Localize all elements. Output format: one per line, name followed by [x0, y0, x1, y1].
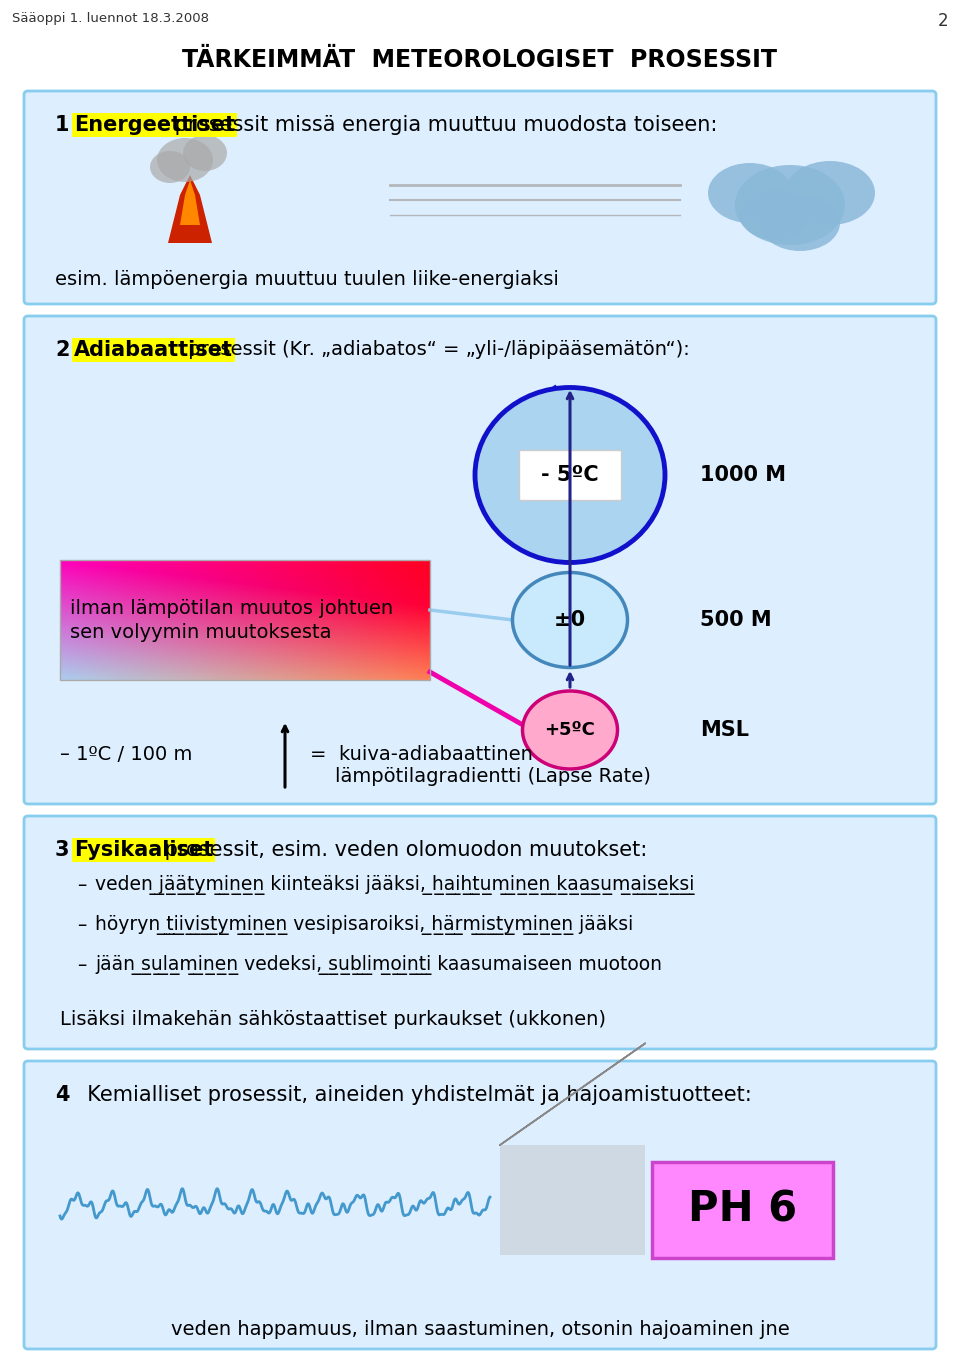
- FancyBboxPatch shape: [24, 92, 936, 305]
- Text: TÄRKEIMMÄT  METEOROLOGISET  PROSESSIT: TÄRKEIMMÄT METEOROLOGISET PROSESSIT: [182, 48, 778, 72]
- Text: sen volyymin muutoksesta: sen volyymin muutoksesta: [70, 623, 331, 642]
- Text: - 5ºC: - 5ºC: [541, 464, 599, 485]
- Polygon shape: [168, 175, 212, 243]
- Text: ilman lämpötilan muutos johtuen: ilman lämpötilan muutos johtuen: [70, 598, 394, 617]
- Ellipse shape: [785, 161, 875, 225]
- Text: 4: 4: [55, 1085, 69, 1105]
- Text: jään ̲s̲u̲l̲a̲m̲i̲n̲e̲n̲ vedeksi, ̲s̲u̲b̲l̲i̲m̲o̲i̲n̲t̲i̲ kaasumaiseen muotoon: jään ̲s̲u̲l̲a̲m̲i̲n̲e̲n̲ vedeksi, ̲s̲u̲b…: [95, 955, 662, 975]
- Ellipse shape: [513, 572, 628, 668]
- Text: veden happamuus, ilman saastuminen, otsonin hajoaminen jne: veden happamuus, ilman saastuminen, otso…: [171, 1320, 789, 1339]
- Text: prosessit (Kr. „adiabatos“ = „yli-/läpipääsemätön“):: prosessit (Kr. „adiabatos“ = „yli-/läpip…: [182, 340, 689, 359]
- FancyBboxPatch shape: [24, 1061, 936, 1350]
- Text: –: –: [77, 915, 86, 934]
- Text: esim. lämpöenergia muuttuu tuulen liike-energiaksi: esim. lämpöenergia muuttuu tuulen liike-…: [55, 270, 559, 290]
- Text: 2: 2: [55, 340, 69, 361]
- FancyBboxPatch shape: [652, 1162, 833, 1258]
- Ellipse shape: [708, 163, 792, 223]
- Text: PH 6: PH 6: [688, 1188, 797, 1231]
- FancyBboxPatch shape: [519, 449, 621, 500]
- Ellipse shape: [475, 388, 665, 563]
- Text: Kemialliset prosessit, aineiden yhdistelmät ja hajoamistuotteet:: Kemialliset prosessit, aineiden yhdistel…: [74, 1085, 752, 1105]
- FancyBboxPatch shape: [24, 316, 936, 805]
- Ellipse shape: [183, 135, 227, 171]
- Text: Energeettiset: Energeettiset: [74, 115, 235, 135]
- Ellipse shape: [760, 195, 840, 251]
- Text: – 1ºC / 100 m: – 1ºC / 100 m: [60, 744, 192, 764]
- Bar: [60, 560, 430, 680]
- Ellipse shape: [735, 165, 845, 245]
- Text: höyryn ̲t̲i̲i̲v̲i̲s̲t̲y̲m̲i̲n̲e̲n̲ vesipisaroiksi, ̲h̲ä̲r̲m̲i̲s̲t̲y̲m̲i̲n̲e̲n̲ j: höyryn ̲t̲i̲i̲v̲i̲s̲t̲y̲m̲i̲n̲e̲n̲ vesip…: [95, 915, 634, 934]
- Text: prosessit missä energia muuttuu muodosta toiseen:: prosessit missä energia muuttuu muodosta…: [168, 115, 717, 135]
- Text: 1000 M: 1000 M: [700, 464, 786, 485]
- Ellipse shape: [740, 190, 810, 240]
- Text: veden ̲j̲ä̲ä̲t̲y̲m̲i̲n̲e̲n̲ kiinteäksi jääksi, ̲h̲a̲i̲h̲t̲u̲m̲i̲n̲e̲n̲ ̲k̲a̲a̲s̲: veden ̲j̲ä̲ä̲t̲y̲m̲i̲n̲e̲n̲ kiinteäksi j…: [95, 876, 694, 895]
- Bar: [500, 1145, 645, 1255]
- Text: Fysikaaliset: Fysikaaliset: [74, 840, 213, 861]
- Text: lämpötilagradientti (Lapse Rate): lämpötilagradientti (Lapse Rate): [310, 766, 651, 785]
- Text: –: –: [77, 876, 86, 895]
- Ellipse shape: [157, 138, 213, 182]
- Text: ±0: ±0: [554, 611, 586, 630]
- Text: =  kuiva-adiabaattinen: = kuiva-adiabaattinen: [310, 744, 533, 764]
- Text: 2: 2: [937, 12, 948, 30]
- Text: –: –: [77, 955, 86, 974]
- Ellipse shape: [522, 691, 617, 769]
- Text: Sääoppi 1. luennot 18.3.2008: Sääoppi 1. luennot 18.3.2008: [12, 12, 209, 25]
- Text: 3: 3: [55, 840, 69, 861]
- Polygon shape: [180, 180, 200, 225]
- Text: prosessit, esim. veden olomuodon muutokset:: prosessit, esim. veden olomuodon muutoks…: [158, 840, 647, 861]
- Text: MSL: MSL: [700, 720, 749, 740]
- FancyBboxPatch shape: [24, 816, 936, 1049]
- Ellipse shape: [150, 152, 190, 183]
- Text: Adiabaattiset: Adiabaattiset: [74, 340, 233, 361]
- Text: Lisäksi ilmakehän sähköstaattiset purkaukset (ukkonen): Lisäksi ilmakehän sähköstaattiset purkau…: [60, 1009, 606, 1029]
- Text: 1: 1: [55, 115, 69, 135]
- Text: +5ºC: +5ºC: [544, 721, 595, 739]
- Text: 500 M: 500 M: [700, 611, 772, 630]
